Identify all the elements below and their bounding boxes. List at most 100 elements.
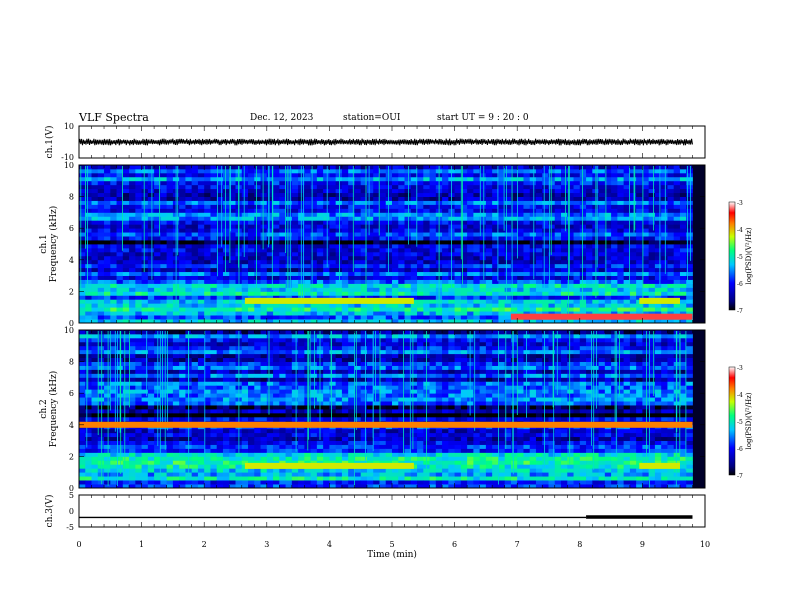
spectrogram-cell [517, 299, 524, 304]
spectrogram-cell [91, 377, 99, 382]
spectrogram-cell [248, 192, 255, 197]
spectrogram-cell [185, 291, 193, 296]
spectrogram-cell [523, 267, 531, 273]
spectrogram-cell [260, 165, 268, 170]
spectrogram-cell [316, 287, 324, 292]
spectrogram-cell [517, 319, 524, 324]
spectrogram-cell [542, 165, 549, 170]
spectrogram-cell [172, 484, 180, 489]
spectrogram-cell [598, 244, 606, 249]
spectrogram-cell [129, 216, 136, 221]
spectrogram-cell [467, 311, 474, 316]
spectrogram-cell [191, 244, 199, 249]
spectrogram-cell [179, 275, 186, 280]
spectrogram-cell [229, 295, 236, 300]
spectrogram-cell [266, 267, 274, 273]
spectrogram-cell [517, 184, 524, 190]
spectrogram-cell [97, 184, 105, 190]
spectrogram-cell [360, 172, 368, 178]
spectrogram-cell [110, 472, 117, 477]
spectrogram-cell [204, 357, 211, 362]
spectrogram-cell [348, 247, 355, 253]
spectrogram-cell [79, 369, 86, 374]
spectrogram-cell [116, 208, 124, 213]
spectrogram-cell [598, 228, 606, 233]
spectrogram-cell [379, 315, 387, 320]
spectrogram-cell [110, 440, 117, 445]
spectrogram-cell [398, 196, 405, 201]
spectrogram-cell [241, 212, 249, 217]
spectrogram-cell [348, 315, 355, 320]
spectrogram-cell [523, 228, 531, 233]
spectrogram-cell [273, 240, 280, 245]
spectrogram-cell [636, 208, 643, 213]
spectrogram-cell [197, 452, 205, 457]
spectrogram-cell [141, 416, 149, 422]
spectrogram-cell [241, 259, 249, 265]
spectrogram-cell [91, 216, 99, 221]
spectrogram-cell [542, 192, 549, 197]
spectrogram-cell [429, 172, 437, 178]
spectrogram-cell [222, 240, 230, 245]
spectrogram-cell [460, 196, 468, 201]
spectrogram-cell [291, 184, 299, 190]
spectrogram-cell [492, 200, 499, 205]
spectrogram-cell [604, 220, 612, 225]
spectrogram-cell [354, 172, 362, 178]
spectrogram-cell [135, 330, 142, 335]
spectrogram-cell [504, 176, 512, 182]
spectrogram-cell [429, 220, 437, 225]
spectrogram-cell [166, 393, 174, 398]
spectrogram-cell [385, 287, 393, 292]
spectrogram-cell [85, 224, 92, 229]
spectrogram-cell [510, 299, 518, 304]
spectrogram-cell [135, 168, 142, 174]
spectrogram-cell [91, 307, 99, 312]
spectrogram-cell [197, 432, 205, 438]
spectrogram-cell [279, 176, 286, 182]
spectrogram-cell [679, 247, 687, 253]
spectrogram-cell [197, 412, 205, 418]
spectrogram-cell [329, 165, 337, 170]
spectrogram-cell [673, 192, 681, 197]
spectrogram-cell [329, 307, 337, 312]
spectrogram-cell [179, 468, 186, 473]
spectrogram-cell [460, 291, 468, 296]
spectrogram-cell [160, 476, 168, 481]
spectrogram-cell [204, 464, 211, 469]
spectrogram-cell [210, 299, 218, 304]
spectrogram-cell [473, 287, 481, 292]
spectrogram-cell [191, 291, 199, 296]
spectrogram-cell [179, 236, 186, 241]
spectrogram-cell [504, 295, 512, 300]
spectrogram-cell [222, 251, 230, 257]
spectrogram-cell [222, 389, 230, 394]
spectrogram-cell [686, 299, 693, 304]
spectrogram-cell [91, 220, 99, 225]
spectrogram-cell [517, 255, 524, 261]
spectrogram-cell [210, 224, 218, 229]
spectrogram-cell [542, 240, 549, 245]
spectrogram-cell [510, 263, 518, 269]
spectrogram-cell [498, 236, 506, 241]
spectrogram-cell [542, 311, 549, 316]
spectrogram-cell [517, 188, 524, 194]
spectrogram-cell [429, 287, 437, 292]
spectrogram-cell [392, 200, 399, 205]
spectrogram-cell [385, 251, 393, 257]
spectrogram-cell [191, 405, 199, 410]
spectrogram-cell [510, 275, 518, 280]
spectrogram-cell [454, 204, 462, 209]
spectrogram-cell [85, 247, 92, 253]
spectrogram-cell [485, 271, 493, 276]
spectrogram-cell [260, 200, 268, 205]
spectrogram-cell [554, 291, 562, 296]
spectrogram-cell [141, 484, 149, 489]
spectrogram-cell [166, 472, 174, 477]
spectrogram-cell [679, 271, 687, 276]
spectrogram-cell [179, 267, 186, 273]
spectrogram-cell [179, 212, 186, 217]
spectrogram-cell [216, 283, 224, 288]
spectrogram-cell [561, 228, 568, 233]
spectrogram-cell [479, 172, 487, 178]
